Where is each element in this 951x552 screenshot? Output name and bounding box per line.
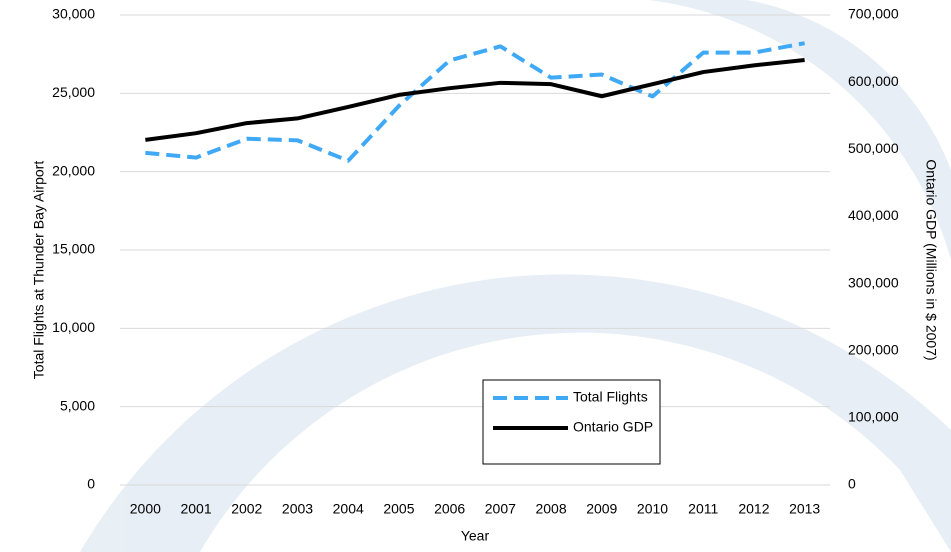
- y2-tick-label: 200,000: [848, 341, 899, 357]
- line-series: [145, 41, 806, 163]
- x-tick-label: 2003: [282, 501, 313, 517]
- x-tick-label: 2013: [789, 501, 820, 517]
- line-series: [145, 57, 805, 142]
- x-tick-label: 2001: [180, 501, 211, 517]
- y-tick-label: 15,000: [52, 241, 95, 257]
- y2-tick-label: 400,000: [848, 207, 899, 223]
- x-tick-label: 2000: [130, 501, 161, 517]
- y-tick-label: 25,000: [52, 84, 95, 100]
- x-tick-label: 2012: [738, 501, 769, 517]
- y2-tick-label: 0: [848, 476, 856, 492]
- y2-tick-label: 100,000: [848, 409, 899, 425]
- x-tick-label: 2006: [434, 501, 465, 517]
- x-axis-title: Year: [461, 528, 490, 544]
- legend: Total Flights Ontario GDP: [482, 379, 661, 465]
- x-tick-label: 2011: [688, 501, 718, 517]
- x-tick-label: 2010: [637, 501, 668, 517]
- x-tick-label: 2007: [485, 501, 516, 517]
- x-tick-label: 2002: [231, 501, 262, 517]
- legend-label: Total Flights: [573, 389, 648, 405]
- y-tick-label: 5,000: [60, 397, 95, 413]
- y-tick-label: 20,000: [52, 162, 95, 178]
- y-tick-label: 0: [87, 476, 95, 492]
- y2-tick-label: 500,000: [848, 140, 899, 156]
- x-tick-label: 2009: [586, 501, 617, 517]
- y-tick-label: 10,000: [52, 319, 95, 335]
- y2-tick-label: 600,000: [848, 73, 899, 89]
- legend-box: [482, 379, 661, 465]
- x-tick-label: 2008: [535, 501, 566, 517]
- y2-tick-label: 700,000: [848, 6, 899, 22]
- y-tick-label: 30,000: [52, 6, 95, 22]
- x-tick-label: 2004: [333, 501, 364, 517]
- x-tick-label: 2005: [383, 501, 414, 517]
- y-axis-title: Total Flights at Thunder Bay Airport: [31, 161, 47, 380]
- y2-axis-title: Ontario GDP (Millions in $ 2007): [923, 159, 939, 360]
- y2-tick-label: 300,000: [848, 274, 899, 290]
- legend-label: Ontario GDP: [573, 419, 653, 435]
